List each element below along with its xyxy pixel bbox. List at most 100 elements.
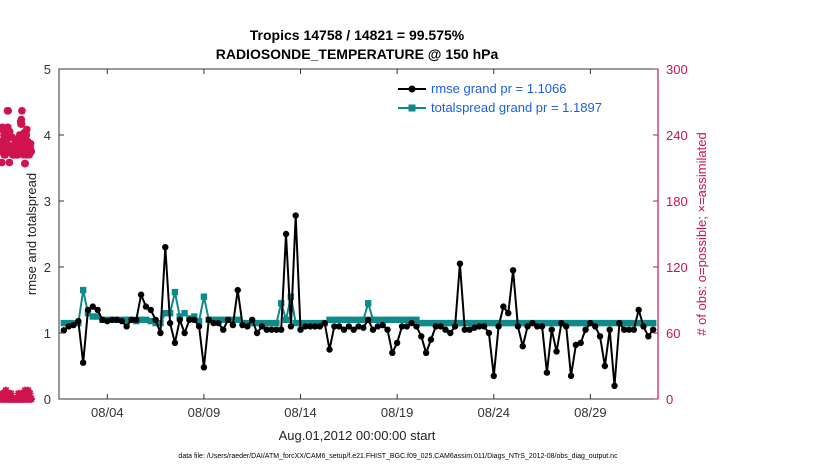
totalspread-point xyxy=(350,316,357,323)
rmse-point xyxy=(596,333,604,340)
rmse-point xyxy=(311,323,319,330)
rmse-point xyxy=(485,329,493,337)
totalspread-point xyxy=(244,319,251,327)
totalspread-point xyxy=(432,319,439,327)
rmse-point xyxy=(611,382,618,389)
totalspread-point xyxy=(505,319,512,327)
rmse-point xyxy=(403,323,411,330)
totalspread-point xyxy=(418,319,425,327)
rmse-point xyxy=(451,323,459,330)
totalspread-point xyxy=(413,316,420,323)
rmse-point xyxy=(306,323,314,330)
totalspread-point xyxy=(94,313,101,320)
rmse-point xyxy=(176,316,183,323)
rmse-point xyxy=(422,349,430,356)
rmse-point xyxy=(263,326,270,333)
rmse-point xyxy=(505,310,512,317)
y-right-tick-label: 120 xyxy=(666,260,688,275)
totalspread-point xyxy=(369,316,377,323)
rmse-point xyxy=(606,326,613,333)
rmse-point xyxy=(224,316,232,323)
totalspread-point xyxy=(490,319,497,327)
rmse-point xyxy=(461,326,468,333)
y-tick-label: 2 xyxy=(44,260,51,275)
totalspread-point xyxy=(548,319,555,327)
legend-marker-spread xyxy=(408,104,416,112)
rmse-point xyxy=(186,316,193,323)
rmse-point xyxy=(437,323,444,330)
rmse-point xyxy=(65,323,72,330)
obs-lower-point xyxy=(7,389,15,398)
rmse-point xyxy=(181,329,188,337)
y-axis-right-label: # of obs: o=possible; ×=assimilated xyxy=(694,132,709,335)
totalspread-point xyxy=(563,319,570,327)
rmse-point xyxy=(200,364,208,371)
totalspread-point xyxy=(200,293,208,300)
x-axis-label: Aug.01,2012 00:00:00 start xyxy=(279,428,436,443)
obs-assimilated-point xyxy=(6,128,14,136)
y-tick-label: 3 xyxy=(44,194,51,209)
rmse-point xyxy=(456,260,464,267)
chart-title: Tropics 14758 / 14821 = 99.575% xyxy=(250,27,465,43)
totalspread-point xyxy=(625,319,633,327)
totalspread-point xyxy=(538,319,546,327)
totalspread-point xyxy=(442,319,449,327)
rmse-point xyxy=(519,343,526,350)
rmse-point xyxy=(84,306,92,314)
y-axis-left-ticks: 0 1 2 3 4 5 xyxy=(44,62,64,407)
rmse-point xyxy=(99,316,106,323)
totalspread-point xyxy=(331,316,338,323)
rmse-point xyxy=(480,323,488,330)
totalspread-point xyxy=(635,319,642,327)
rmse-point xyxy=(616,319,623,327)
rmse-point xyxy=(234,286,241,294)
rmse-point xyxy=(543,369,551,376)
rmse-point xyxy=(191,316,198,323)
rmse-point xyxy=(649,326,657,333)
rmse-point xyxy=(393,339,401,347)
totalspread-point xyxy=(210,316,217,323)
obs-lower-point xyxy=(27,395,35,403)
rmse-point xyxy=(548,326,555,333)
totalspread-point xyxy=(403,316,411,323)
rmse-point xyxy=(384,326,391,333)
rmse-point xyxy=(239,321,246,329)
data-file-footer: data file: /Users/raeder/DAI/ATM_forcXX/… xyxy=(178,453,618,460)
rmse-point xyxy=(630,326,638,333)
totalspread-point xyxy=(282,316,290,323)
rmse-point xyxy=(79,359,87,366)
totalspread-point xyxy=(278,300,285,307)
totalspread-point xyxy=(649,319,657,327)
obs-assimilated-point xyxy=(27,140,35,148)
totalspread-point xyxy=(326,316,333,323)
rmse-point xyxy=(273,326,280,333)
totalspread-point xyxy=(519,319,526,327)
totalspread-point xyxy=(572,319,580,327)
y-tick-label: 5 xyxy=(44,62,51,77)
rmse-point xyxy=(340,326,348,333)
rmse-point xyxy=(374,323,382,330)
rmse-point xyxy=(118,317,125,325)
totalspread-point xyxy=(592,319,599,327)
rmse-point xyxy=(137,291,145,298)
series-layer xyxy=(60,212,657,389)
totalspread-point xyxy=(408,316,415,323)
rmse-point xyxy=(128,316,135,323)
rmse-point xyxy=(601,362,609,370)
x-tick-label: 08/19 xyxy=(381,405,414,420)
rmse-point xyxy=(524,323,531,330)
rmse-point xyxy=(104,317,111,325)
totalspread-point xyxy=(306,319,314,327)
rmse-point xyxy=(635,306,642,314)
totalspread-point xyxy=(500,319,507,327)
totalspread-point xyxy=(524,319,531,327)
totalspread-point xyxy=(427,319,435,327)
totalspread-point xyxy=(311,319,319,327)
x-tick-label: 08/14 xyxy=(284,405,317,420)
rmse-point xyxy=(195,323,203,330)
legend-box xyxy=(393,75,653,117)
rmse-point xyxy=(625,326,633,333)
y-tick-label: 0 xyxy=(44,392,51,407)
totalspread-point xyxy=(234,316,241,323)
